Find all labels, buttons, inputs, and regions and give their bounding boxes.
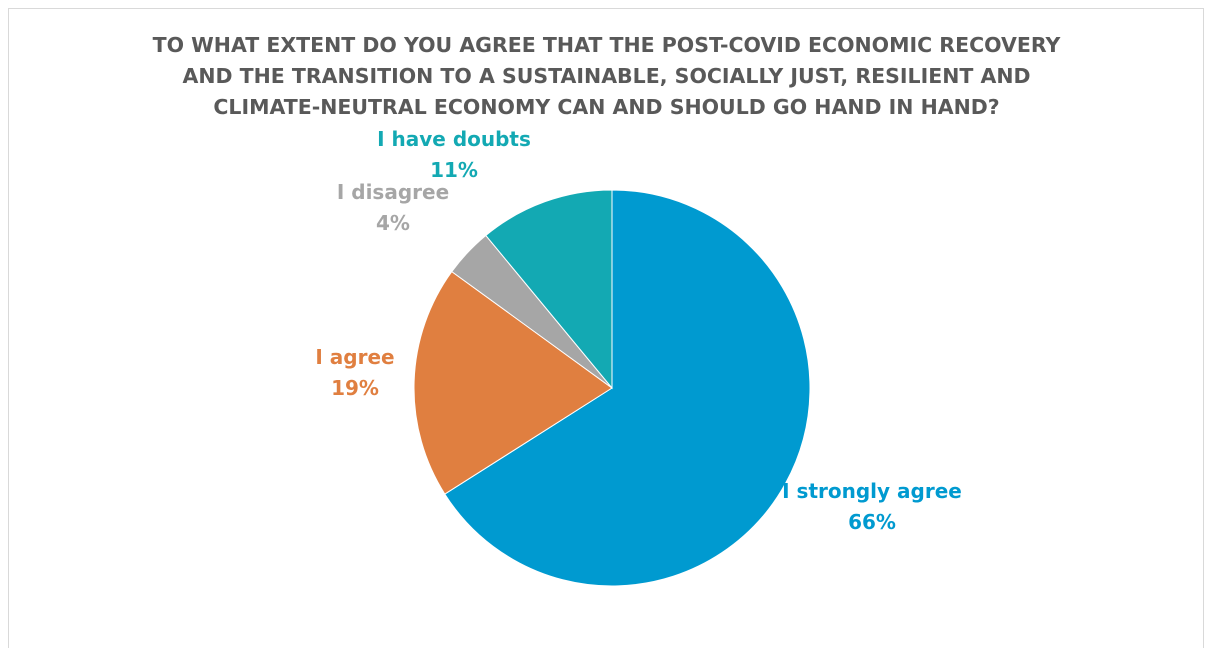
pie-slice-i-agree	[413, 270, 613, 495]
chart-title-line-3: CLIMATE-NEUTRAL ECONOMY CAN AND SHOULD G…	[213, 95, 1000, 119]
slice-value-i-agree: 19%	[331, 376, 379, 400]
slice-value-i-strongly-agree: 66%	[848, 510, 896, 534]
slice-label-i-have-doubts: I have doubts	[377, 127, 531, 151]
slice-value-i-have-doubts: 11%	[430, 158, 478, 182]
chart-title-line-2: AND THE TRANSITION TO A SUSTAINABLE, SOC…	[182, 64, 1031, 88]
chart-title: TO WHAT EXTENT DO YOU AGREE THAT THE POS…	[0, 30, 1213, 123]
slice-label-i-disagree: I disagree	[337, 180, 449, 204]
chart-title-line-1: TO WHAT EXTENT DO YOU AGREE THAT THE POS…	[152, 33, 1061, 57]
slice-label-i-strongly-agree: I strongly agree	[782, 479, 962, 503]
slice-value-i-disagree: 4%	[376, 211, 410, 235]
pie-slice-i-have-doubts	[485, 189, 613, 390]
slice-label-i-agree: I agree	[315, 345, 394, 369]
pie-slice-i-strongly-agree	[444, 189, 811, 587]
